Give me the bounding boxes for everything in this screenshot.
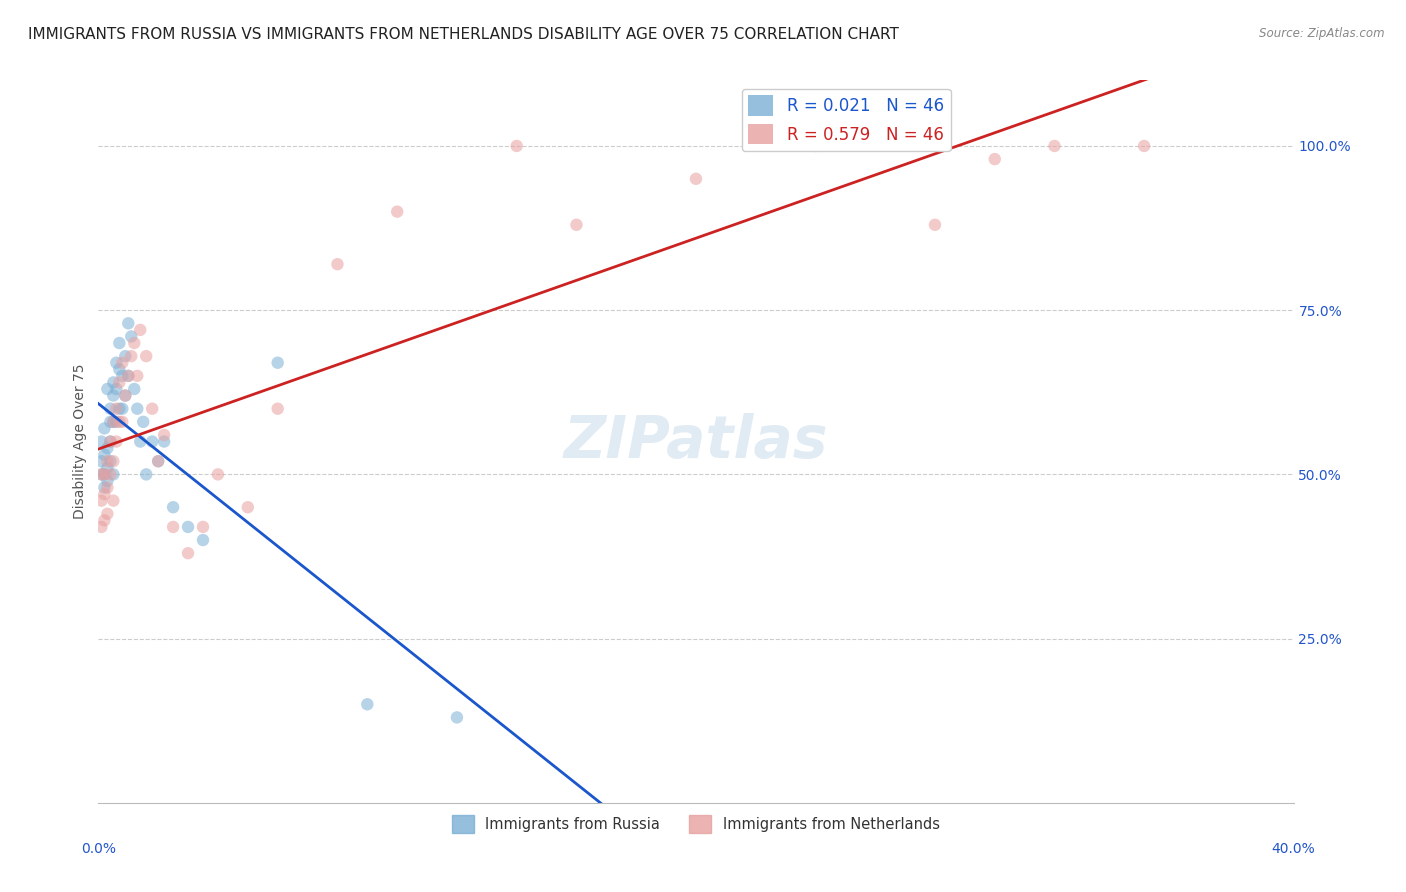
Point <box>98 434 122 449</box>
Point <box>120 349 142 363</box>
Point <box>96 460 118 475</box>
Point <box>98 434 122 449</box>
Point <box>103 493 125 508</box>
Point <box>326 257 349 271</box>
Point <box>105 356 128 370</box>
Point <box>90 434 112 449</box>
Point <box>105 382 128 396</box>
Point <box>90 454 112 468</box>
Point <box>565 218 588 232</box>
Text: 40.0%: 40.0% <box>1271 842 1316 855</box>
Point <box>804 139 827 153</box>
Point <box>96 441 118 455</box>
Point <box>111 401 134 416</box>
Point <box>96 382 118 396</box>
Point <box>117 368 139 383</box>
Point <box>90 493 112 508</box>
Point <box>103 376 125 390</box>
Point <box>162 520 184 534</box>
Point <box>207 467 229 482</box>
Point <box>236 500 259 515</box>
Point <box>984 152 1007 166</box>
Point <box>141 434 163 449</box>
Point <box>108 401 131 416</box>
Point <box>129 434 152 449</box>
Point <box>98 467 122 482</box>
Point <box>114 388 136 402</box>
Point <box>111 356 134 370</box>
Point <box>111 415 134 429</box>
Point <box>96 507 118 521</box>
Point <box>108 362 131 376</box>
Point <box>148 454 170 468</box>
Legend: Immigrants from Russia, Immigrants from Netherlands: Immigrants from Russia, Immigrants from … <box>446 809 946 838</box>
Point <box>117 316 139 330</box>
Point <box>191 520 214 534</box>
Text: Source: ZipAtlas.com: Source: ZipAtlas.com <box>1260 27 1385 40</box>
Point <box>356 698 378 712</box>
Point <box>385 204 409 219</box>
Point <box>124 382 146 396</box>
Point <box>93 467 115 482</box>
Point <box>506 139 529 153</box>
Point <box>96 481 118 495</box>
Point <box>127 401 149 416</box>
Point <box>96 474 118 488</box>
Point <box>177 520 200 534</box>
Text: ZIPatlas: ZIPatlas <box>564 413 828 470</box>
Point <box>108 415 131 429</box>
Point <box>96 454 118 468</box>
Point <box>446 710 468 724</box>
Point <box>153 428 176 442</box>
Point <box>98 415 122 429</box>
Point <box>114 349 136 363</box>
Point <box>120 329 142 343</box>
Point <box>111 368 134 383</box>
Point <box>685 171 707 186</box>
Point <box>105 401 128 416</box>
Point <box>93 513 115 527</box>
Point <box>103 467 125 482</box>
Text: IMMIGRANTS FROM RUSSIA VS IMMIGRANTS FROM NETHERLANDS DISABILITY AGE OVER 75 COR: IMMIGRANTS FROM RUSSIA VS IMMIGRANTS FRO… <box>28 27 898 42</box>
Point <box>93 448 115 462</box>
Point <box>177 546 200 560</box>
Point <box>153 434 176 449</box>
Point <box>124 336 146 351</box>
Point <box>93 481 115 495</box>
Point <box>127 368 149 383</box>
Point <box>103 415 125 429</box>
Point <box>135 349 157 363</box>
Point <box>90 520 112 534</box>
Point <box>267 356 290 370</box>
Point <box>1133 139 1156 153</box>
Point <box>90 467 112 482</box>
Point <box>98 454 122 468</box>
Point <box>98 401 122 416</box>
Point <box>108 376 131 390</box>
Text: 0.0%: 0.0% <box>82 842 115 855</box>
Point <box>93 487 115 501</box>
Point <box>191 533 214 547</box>
Point <box>103 388 125 402</box>
Point <box>93 421 115 435</box>
Y-axis label: Disability Age Over 75: Disability Age Over 75 <box>73 364 87 519</box>
Point <box>924 218 946 232</box>
Point <box>132 415 155 429</box>
Point <box>135 467 157 482</box>
Point <box>105 434 128 449</box>
Point <box>129 323 152 337</box>
Point <box>103 415 125 429</box>
Point <box>1043 139 1066 153</box>
Point <box>93 467 115 482</box>
Point <box>105 415 128 429</box>
Point <box>267 401 290 416</box>
Point <box>117 368 139 383</box>
Point <box>148 454 170 468</box>
Point <box>162 500 184 515</box>
Point <box>108 336 131 351</box>
Point <box>90 467 112 482</box>
Point <box>103 454 125 468</box>
Point <box>114 388 136 402</box>
Point <box>141 401 163 416</box>
